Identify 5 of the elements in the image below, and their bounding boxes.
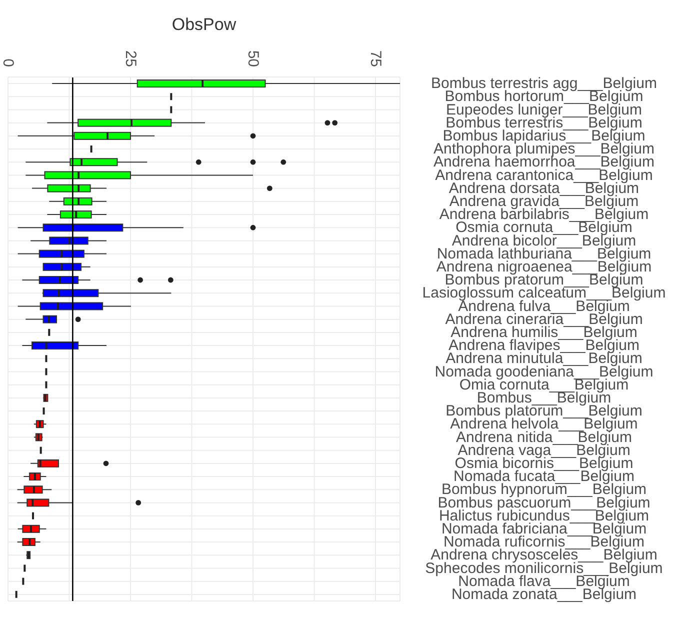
x-tick-label: 75 — [367, 50, 384, 67]
x-tick-label: 25 — [122, 50, 139, 67]
x-axis-title: ObsPow — [172, 15, 237, 34]
x-tick-label: 50 — [244, 50, 262, 67]
x-tick-label: 0 — [0, 58, 16, 67]
